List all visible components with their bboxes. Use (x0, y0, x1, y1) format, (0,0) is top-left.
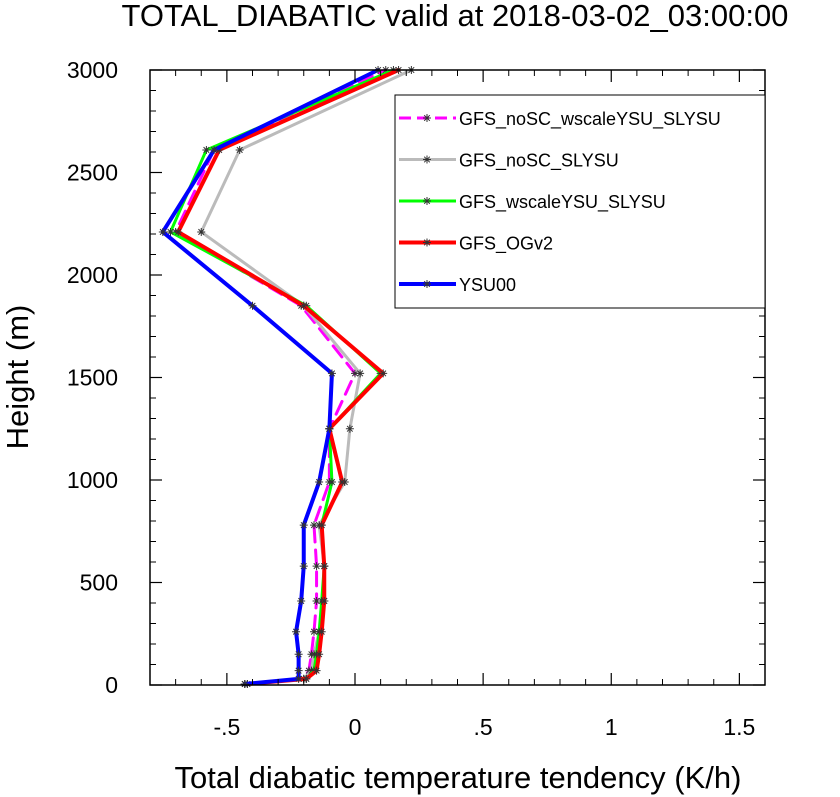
legend-item: GFS_noSC_wscaleYSU_SLYSU (399, 109, 721, 130)
data-point-marker (356, 369, 365, 378)
legend-label: YSU00 (459, 275, 516, 295)
series-gfs-nosc-wscaleysu-slysu (171, 66, 390, 688)
legend-marker (423, 155, 431, 164)
data-point-marker (294, 666, 303, 675)
x-tick-label: -.5 (213, 714, 240, 740)
data-point-marker (310, 627, 318, 636)
data-point-marker (248, 301, 257, 310)
legend-marker (423, 238, 431, 247)
legend: GFS_noSC_wscaleYSU_SLYSU GFS_noSC_SLYSU GF… (394, 94, 766, 309)
chart-title: TOTAL_DIABATIC valid at 2018-03-02_03:00… (122, 0, 789, 33)
y-axis-label: Height (m) (0, 305, 35, 450)
data-point-marker (317, 521, 326, 530)
x-axis-label: Total diabatic temperature tendency (K/h… (175, 760, 742, 795)
data-point-marker (202, 145, 211, 154)
series-line (160, 68, 381, 686)
data-point-marker (315, 478, 324, 487)
data-point-marker (174, 227, 183, 236)
data-point-marker (338, 478, 347, 487)
data-point-marker (299, 301, 308, 310)
data-point-marker (299, 562, 308, 571)
data-point-marker (317, 627, 326, 636)
data-point-marker (327, 478, 336, 487)
series-line (176, 68, 401, 686)
y-tick-label: 1500 (67, 365, 118, 391)
series-gfs-ogv2 (174, 66, 403, 688)
x-tick-label: 1 (605, 714, 618, 740)
data-point-marker (325, 424, 334, 433)
x-tick-label: 1.5 (723, 714, 755, 740)
y-tick-label: 2500 (67, 160, 118, 186)
legend-item: GFS_OGv2 (399, 234, 553, 255)
data-point-marker (312, 666, 321, 675)
x-tick-label: 0 (349, 714, 362, 740)
legend-marker (423, 114, 431, 122)
data-point-marker (327, 369, 336, 378)
data-point-marker (235, 145, 244, 154)
data-point-marker (320, 562, 329, 571)
series-ysu00 (158, 66, 383, 688)
data-point-marker (297, 596, 306, 605)
data-point-marker (166, 227, 175, 236)
legend-box (394, 94, 766, 309)
data-point-marker (215, 145, 224, 154)
series-gfs-wscaleysu-slysu (166, 66, 398, 688)
legend-item: GFS_noSC_SLYSU (399, 151, 619, 172)
legend-item: GFS_wscaleYSU_SLYSU (399, 192, 666, 213)
legend-marker (423, 280, 431, 288)
legend-label: GFS_OGv2 (459, 234, 553, 255)
y-tick-label: 0 (105, 672, 118, 698)
data-point-marker (302, 674, 311, 683)
data-point-marker (294, 650, 303, 659)
data-point-marker (379, 369, 388, 378)
legend-marker (423, 197, 431, 205)
data-point-marker (292, 627, 301, 636)
axis-ticks: -.5 0 .5 1 1.5 0 500 1000 1500 2000 2500 3000 (67, 57, 765, 740)
data-point-marker (294, 674, 303, 683)
legend-label: GFS_wscaleYSU_SLYSU (459, 192, 666, 213)
data-point-marker (310, 521, 318, 530)
y-tick-label: 2000 (67, 262, 118, 288)
data-point-marker (299, 521, 308, 530)
y-tick-label: 1000 (67, 467, 118, 493)
data-point-marker (345, 424, 354, 433)
plot-area (158, 66, 416, 688)
data-point-marker (315, 650, 324, 659)
legend-label: GFS_noSC_wscaleYSU_SLYSU (459, 109, 721, 130)
data-point-marker (320, 596, 329, 605)
data-point-marker (197, 227, 206, 236)
data-point-marker (158, 227, 167, 236)
series-gfs-nosc-slysu (197, 66, 416, 688)
x-tick-label: .5 (474, 714, 493, 740)
y-tick-label: 500 (80, 570, 118, 596)
y-tick-label: 3000 (67, 57, 118, 83)
data-point-marker (351, 369, 359, 378)
data-point-marker (240, 679, 249, 688)
legend-label: GFS_noSC_SLYSU (459, 151, 619, 172)
data-point-marker (312, 562, 321, 571)
data-point-marker (210, 145, 219, 154)
legend-item: YSU00 (399, 275, 516, 295)
data-point-marker (312, 596, 321, 605)
